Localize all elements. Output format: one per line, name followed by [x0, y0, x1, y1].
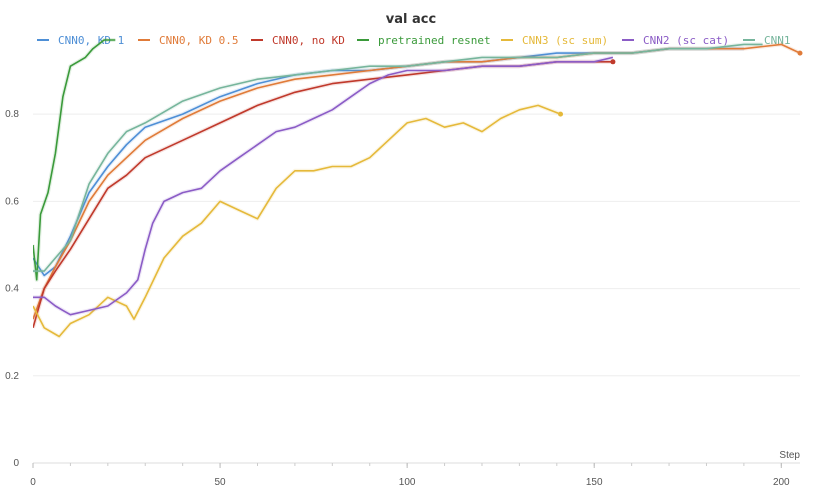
x-tick-label: 50	[215, 477, 227, 488]
legend-item[interactable]: CNN0, KD 0.5	[138, 34, 238, 47]
series-layer	[33, 38, 803, 339]
y-tick-label: 0	[13, 458, 19, 469]
legend-label: CNN2 (sc cat)	[643, 34, 729, 47]
legend-label: CNN3 (sc sum)	[522, 34, 608, 47]
legend-item[interactable]: CNN1	[743, 34, 791, 47]
series-line	[33, 43, 763, 272]
legend-label: CNN0, KD 1	[58, 34, 124, 47]
series-line	[33, 61, 613, 329]
series-end-point	[797, 50, 803, 56]
legend-label: CNN1	[764, 34, 791, 47]
series-halo	[33, 59, 613, 329]
series-line	[33, 43, 801, 320]
series-halo	[33, 42, 801, 320]
series-end-point	[558, 111, 564, 117]
y-tick-label: 0.6	[5, 196, 19, 207]
legend-label: pretrained resnet	[378, 34, 491, 47]
x-axis-label: Step	[779, 450, 800, 461]
legend-item[interactable]: CNN2 (sc cat)	[622, 34, 729, 47]
x-tick-label: 100	[399, 477, 416, 488]
x-tick-label: 200	[773, 477, 790, 488]
y-tick-label: 0.4	[5, 284, 19, 295]
series-line	[33, 56, 614, 316]
legend-item[interactable]: CNN0, KD 1	[37, 34, 124, 47]
legend[interactable]: CNN0, KD 1 CNN0, KD 0.5 CNN0, no KD pretrai…	[37, 34, 791, 47]
series-line	[33, 104, 561, 338]
legend-label: CNN0, no KD	[272, 34, 345, 47]
series-halo	[33, 55, 614, 317]
chart-title: val acc	[386, 12, 436, 27]
series-end-point	[610, 59, 616, 65]
x-tick-label: 150	[586, 477, 603, 488]
y-tick-label: 0.2	[5, 371, 19, 382]
series-line	[33, 39, 116, 281]
x-tick-label: 0	[30, 477, 36, 488]
y-tick-label: 0.8	[5, 109, 19, 120]
legend-item[interactable]: pretrained resnet	[357, 34, 491, 47]
legend-label: CNN0, KD 0.5	[159, 34, 238, 47]
axes: 0 0.2 0.4 0.6 0.8 0 50 100 150 200	[5, 109, 800, 488]
legend-item[interactable]: CNN3 (sc sum)	[501, 34, 608, 47]
legend-item[interactable]: CNN0, no KD	[251, 34, 345, 47]
